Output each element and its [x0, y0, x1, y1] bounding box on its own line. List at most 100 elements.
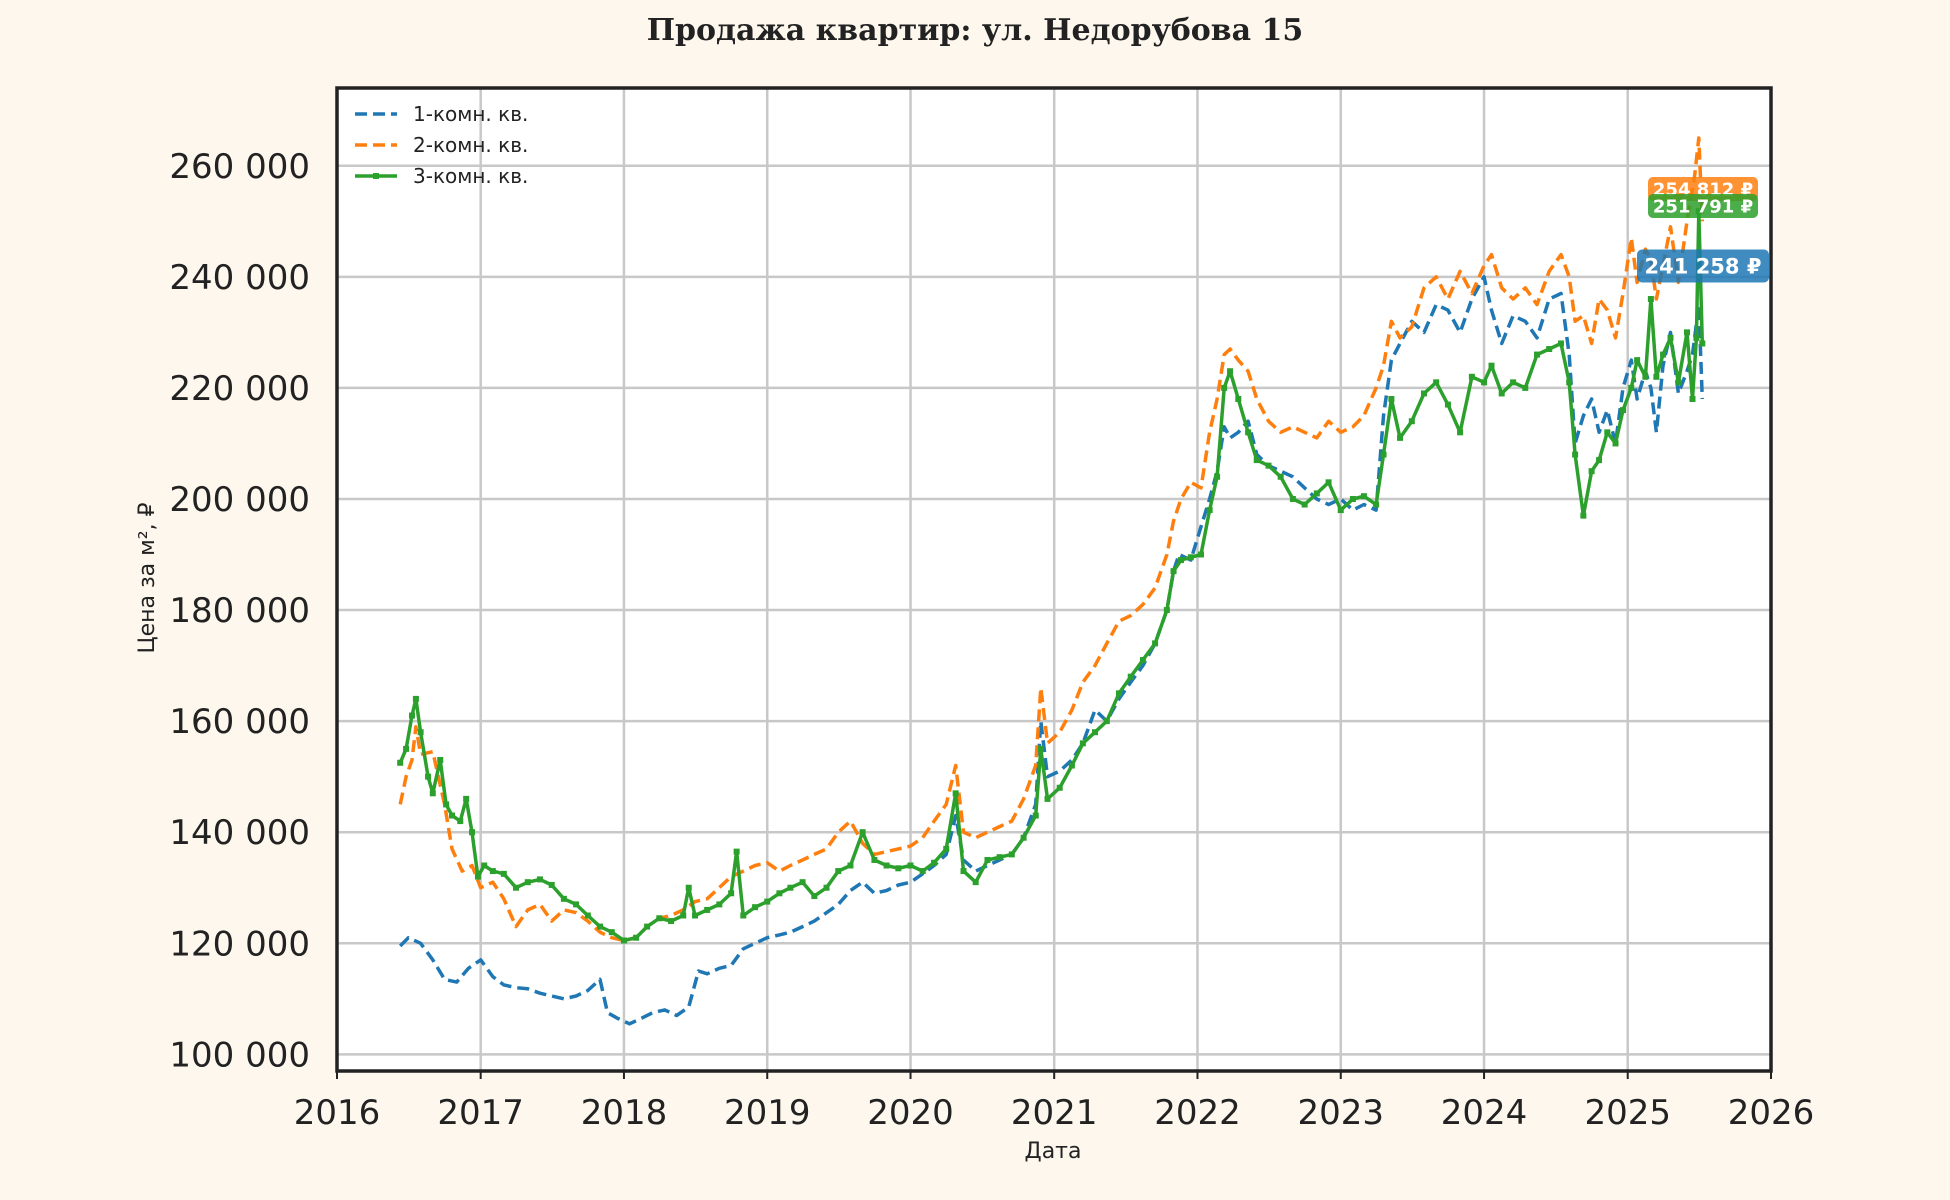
data-point	[449, 812, 456, 819]
x-tick-label: 2018	[581, 1093, 668, 1133]
data-point	[1534, 351, 1541, 358]
series-3	[397, 208, 1706, 944]
x-tick-label: 2021	[1011, 1093, 1098, 1133]
data-point	[1693, 334, 1700, 341]
data-point	[811, 893, 818, 900]
data-point	[1170, 568, 1177, 575]
data-point	[403, 745, 410, 752]
data-point	[1115, 690, 1122, 697]
legend-label: 2-комн. кв.	[413, 133, 528, 157]
data-point	[1699, 340, 1706, 347]
end-label-box	[1648, 194, 1758, 218]
data-point	[1580, 512, 1587, 519]
data-point	[1689, 396, 1696, 403]
data-point	[1444, 401, 1451, 408]
data-point	[895, 865, 902, 872]
x-tick-label: 2020	[867, 1093, 954, 1133]
data-point	[1510, 379, 1517, 386]
x-tick-label: 2025	[1584, 1093, 1671, 1133]
data-point	[1177, 557, 1184, 564]
data-point	[1092, 729, 1099, 736]
data-point	[1628, 384, 1635, 391]
data-point	[1187, 554, 1194, 561]
data-point	[984, 856, 991, 863]
data-point	[1206, 507, 1213, 514]
data-point	[1408, 418, 1415, 425]
data-point	[469, 829, 476, 836]
data-point	[474, 873, 481, 880]
data-point	[1612, 440, 1619, 447]
data-point	[1245, 429, 1252, 436]
legend-item: 3-комн. кв.	[355, 164, 528, 188]
end-value-label: 251 791 ₽	[1648, 194, 1758, 218]
data-point	[823, 884, 830, 891]
data-point	[752, 904, 759, 911]
data-point	[871, 856, 878, 863]
end-value-label: 241 258 ₽	[1637, 249, 1769, 283]
data-point	[1546, 346, 1553, 353]
data-point	[692, 912, 699, 919]
legend: 1-комн. кв. 2-комн. кв. 3-комн. кв.	[355, 102, 528, 188]
data-point	[417, 729, 424, 736]
data-point	[704, 906, 711, 913]
y-axis-label: Цена за м², ₽	[135, 502, 160, 653]
data-point	[996, 854, 1003, 861]
data-point	[500, 870, 507, 877]
data-point	[481, 862, 488, 869]
data-point	[548, 881, 555, 888]
data-point	[1397, 434, 1404, 441]
data-point	[397, 759, 404, 766]
data-point	[1032, 812, 1039, 819]
data-point	[740, 912, 747, 919]
data-point	[1068, 762, 1075, 769]
data-point	[1360, 493, 1367, 500]
data-point	[1653, 373, 1660, 380]
end-label-box	[1637, 249, 1769, 283]
data-point	[1457, 429, 1464, 436]
data-point	[1420, 390, 1427, 397]
data-point	[1522, 384, 1529, 391]
legend-label: 1-комн. кв.	[413, 102, 528, 126]
data-point	[1235, 396, 1242, 403]
data-point	[633, 934, 640, 941]
data-point	[1588, 468, 1595, 475]
data-point	[680, 912, 687, 919]
data-point	[1675, 379, 1682, 386]
x-tick-label: 2022	[1154, 1093, 1241, 1133]
data-point	[883, 862, 890, 869]
data-point	[560, 895, 567, 902]
axis-ticks: 100 000 120 000 140 000 160 000 180 000 200 0…	[169, 147, 1814, 1133]
data-point	[668, 918, 675, 925]
x-axis-label: Дата	[1025, 1139, 1082, 1164]
data-point	[919, 868, 926, 875]
data-point	[1214, 473, 1221, 480]
data-point	[1634, 357, 1641, 364]
data-point	[1468, 373, 1475, 380]
data-point	[1488, 362, 1495, 369]
data-point	[764, 898, 771, 905]
data-point	[787, 884, 794, 891]
data-point	[972, 879, 979, 886]
data-point	[1380, 451, 1387, 458]
data-point	[952, 790, 959, 797]
x-tick-label: 2023	[1297, 1093, 1384, 1133]
data-point	[536, 876, 543, 883]
data-point	[1253, 457, 1260, 464]
x-tick-label: 2016	[294, 1093, 381, 1133]
data-point	[1008, 851, 1015, 858]
data-point	[573, 901, 580, 908]
legend-marker	[373, 173, 379, 179]
data-point	[1667, 334, 1674, 341]
data-point	[1044, 795, 1051, 802]
data-point	[835, 868, 842, 875]
x-tick-label: 2026	[1728, 1093, 1815, 1133]
data-point	[859, 829, 866, 836]
y-tick-label: 160 000	[169, 702, 310, 742]
data-point	[1373, 501, 1380, 508]
data-point	[799, 879, 806, 886]
x-tick-label: 2019	[724, 1093, 811, 1133]
data-point	[960, 868, 967, 875]
data-point	[1572, 451, 1579, 458]
data-point	[1683, 329, 1690, 336]
data-point	[1198, 551, 1205, 558]
